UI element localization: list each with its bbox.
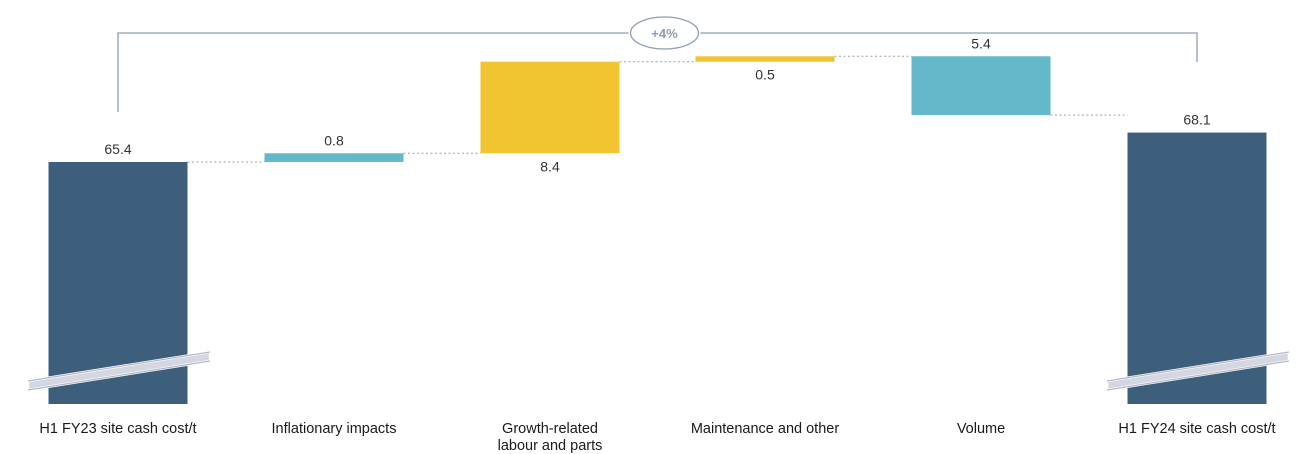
value-label-2: 0.8	[324, 132, 344, 148]
bars	[48, 56, 1267, 404]
bracket-line	[117, 32, 1198, 112]
category-label-6: H1 FY24 site cash cost/t	[1118, 421, 1275, 437]
category-label-4: Maintenance and other	[691, 421, 839, 437]
axis-break-line	[27, 351, 211, 382]
category-label-2: Inflationary impacts	[272, 421, 397, 437]
axis-break-line	[1106, 360, 1290, 391]
change-bracket: +4%	[117, 16, 1198, 112]
category-labels: H1 FY23 site cash cost/t Inflationary imp…	[39, 421, 1275, 454]
value-label-5: 5.4	[971, 35, 991, 51]
category-label-5: Volume	[957, 421, 1005, 437]
bar-5	[911, 56, 1051, 116]
connector-lines	[187, 55, 1128, 163]
axis-break-line	[27, 360, 211, 391]
value-label-4: 0.5	[755, 67, 775, 83]
axis-break-line	[1106, 351, 1290, 382]
bar-2	[264, 153, 404, 162]
axis-breaks	[26, 350, 1291, 392]
value-label-1: 65.4	[104, 141, 131, 157]
change-percent-label: +4%	[651, 26, 678, 41]
value-label-6: 68.1	[1183, 112, 1210, 128]
value-labels: 65.4 0.8 8.4 0.5 5.4 68.1	[104, 35, 1210, 174]
change-badge	[629, 16, 700, 50]
category-label-3: Growth-related labour and parts	[498, 421, 603, 454]
bar-4	[695, 56, 835, 62]
bar-3	[480, 61, 620, 154]
category-label-1: H1 FY23 site cash cost/t	[39, 421, 196, 437]
value-label-3: 8.4	[540, 158, 560, 174]
